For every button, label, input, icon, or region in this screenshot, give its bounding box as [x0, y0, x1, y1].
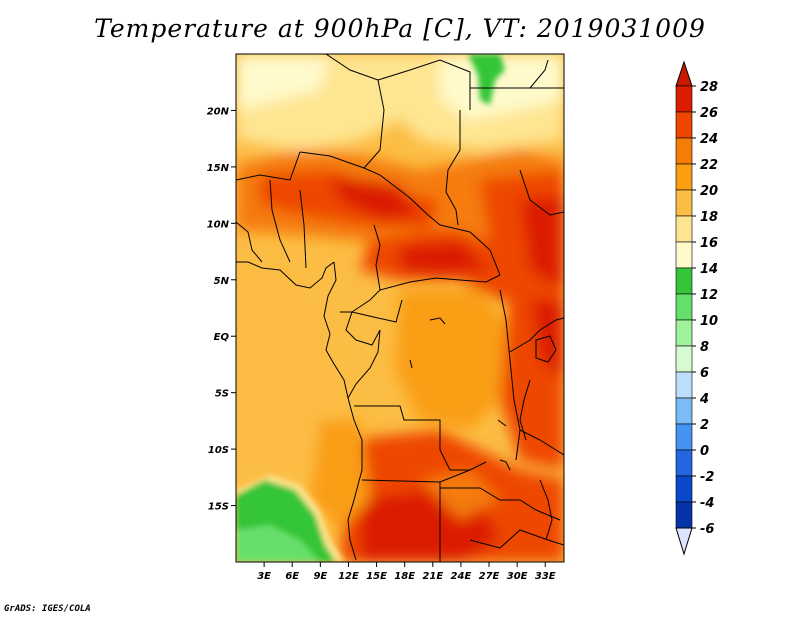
lon-axis: 3E 6E 9E 12E 15E 18E 21E 24E 27E 30E 33E: [257, 562, 556, 582]
coast-red-sea: [529, 59, 549, 89]
lon-label: 12E: [338, 571, 359, 582]
colorbar-segment: [675, 163, 693, 191]
colorbar-bottom-arrow: [675, 527, 693, 556]
colorbar-label: 0: [700, 444, 709, 459]
country-borders: [236, 54, 564, 562]
colorbar-segment: [675, 293, 693, 321]
lon-label: 9E: [313, 571, 327, 582]
map-title: Temperature at 900hPa [C], VT: 201903100…: [94, 14, 706, 43]
map-frame: [235, 53, 565, 563]
border-chad-sudan: [445, 110, 461, 226]
colorbar-top-arrow: [675, 60, 693, 87]
lat-label: 10N: [207, 219, 230, 230]
colorbar-label: -2: [700, 470, 714, 485]
colorbar-label: 10: [700, 314, 718, 329]
colorbar-segment: [675, 215, 693, 243]
border-zambia: [440, 487, 561, 521]
colorbar-label: -4: [700, 496, 714, 511]
border-libya-chad: [377, 59, 471, 110]
colorbar-label: 2: [700, 418, 709, 433]
lake-malawi: [539, 479, 553, 541]
lon-label: 18E: [394, 571, 415, 582]
border-cameroon: [351, 224, 381, 313]
colorbar-label: 16: [700, 236, 718, 251]
lon-label: 3E: [257, 571, 271, 582]
border-car-drc: [379, 274, 501, 291]
lake-victoria: [535, 335, 557, 363]
colorbar-label: 26: [700, 106, 718, 121]
colorbar-label: 28: [700, 80, 718, 95]
border-liberia: [236, 221, 263, 263]
lat-axis: 20N 15N 10N 5N EQ 5S 10S 15S: [207, 106, 236, 513]
colorbar-segment: [675, 189, 693, 217]
lon-label: 33E: [535, 571, 556, 582]
colorbar-label: 8: [700, 340, 709, 355]
lon-label: 6E: [285, 571, 299, 582]
border-sahel: [236, 151, 301, 181]
colorbar-segment: [675, 111, 693, 139]
border-tanzania: [519, 429, 564, 456]
colorbar-segment: [675, 371, 693, 399]
colorbar-segment: [675, 319, 693, 347]
colorbar-label: 14: [700, 262, 718, 277]
colorbar-label: -6: [700, 522, 714, 537]
temperature-field: [236, 54, 564, 562]
lake-small-3: [497, 419, 507, 427]
colorbar-label: 18: [700, 210, 718, 225]
border-angola-drc: [354, 405, 487, 471]
colorbar-segment: [675, 345, 693, 373]
lon-label: 21E: [422, 571, 443, 582]
border-gabon: [345, 311, 381, 346]
lat-label: 5S: [215, 389, 229, 400]
credit-label: GrADS: IGES/COLA: [4, 604, 91, 614]
coastline-west: [323, 261, 363, 561]
lat-label: 10S: [208, 445, 229, 456]
border-niger-nigeria: [299, 151, 441, 226]
colorbar-label: 6: [700, 366, 709, 381]
colorbar-segment: [675, 449, 693, 477]
lat-label: EQ: [214, 332, 230, 343]
border-drc-east: [499, 289, 521, 461]
colorbar-segment: [675, 85, 693, 113]
lon-label: 27E: [479, 571, 500, 582]
colorbar-segment: [675, 423, 693, 451]
colorbar-segment: [675, 267, 693, 295]
lat-label: 15S: [208, 502, 229, 513]
colorbar-label: 22: [700, 158, 718, 173]
colorbar-segment: [675, 241, 693, 269]
border-ethiopia: [519, 169, 564, 216]
border-ivory: [269, 179, 291, 263]
border-zimbabwe: [469, 529, 564, 549]
lat-label: 20N: [207, 106, 230, 117]
border-car: [439, 224, 501, 276]
border-ghana: [299, 189, 307, 269]
lat-label: 5N: [214, 276, 230, 287]
border-gabon-congo: [340, 299, 403, 323]
lon-label: 24E: [451, 571, 472, 582]
coastline-guinea: [236, 261, 335, 289]
lake-tanganyika: [519, 379, 531, 441]
colorbar-segment: [675, 137, 693, 165]
lat-label: 15N: [207, 163, 230, 174]
colorbar-label: 24: [700, 132, 718, 147]
border-uganda: [509, 317, 564, 353]
lake-small-1: [429, 317, 446, 325]
colorbar-segment: [675, 501, 693, 529]
colorbar-segment: [675, 397, 693, 425]
lon-label: 30E: [507, 571, 528, 582]
colorbar-label: 20: [700, 184, 718, 199]
lon-label: 15E: [366, 571, 387, 582]
colorbar-label: 4: [699, 392, 709, 407]
colorbar-label: 12: [700, 288, 718, 303]
colorbar-segment: [675, 475, 693, 503]
lake-mweru: [499, 459, 511, 471]
border-algeria-niger: [325, 54, 385, 169]
lake-small-2: [409, 359, 413, 369]
border-congo-drc: [347, 329, 381, 399]
